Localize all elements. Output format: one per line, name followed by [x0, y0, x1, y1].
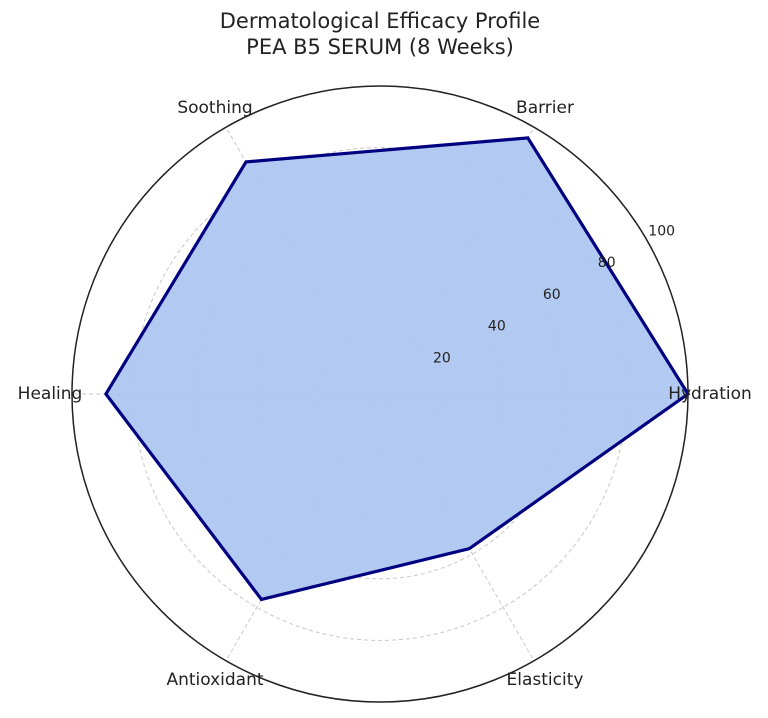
outer-frame — [71, 85, 689, 703]
category-label: Elasticity — [507, 670, 584, 690]
chart-subtitle: PEA B5 SERUM (8 Weeks) — [246, 35, 514, 59]
r-tick-label: 40 — [488, 319, 506, 335]
category-label: Antioxidant — [166, 670, 263, 690]
r-tick-label: 60 — [543, 287, 561, 303]
r-tick-label: 100 — [648, 223, 675, 239]
radar-area — [103, 136, 691, 602]
category-label: Soothing — [177, 98, 252, 118]
r-tick-label: 20 — [433, 350, 451, 366]
r-tick-label: 80 — [598, 255, 616, 271]
category-label: Healing — [18, 384, 83, 404]
category-label: Barrier — [516, 98, 574, 118]
category-label: Hydration — [668, 384, 752, 404]
chart-title: Dermatological Efficacy Profile — [220, 9, 540, 33]
